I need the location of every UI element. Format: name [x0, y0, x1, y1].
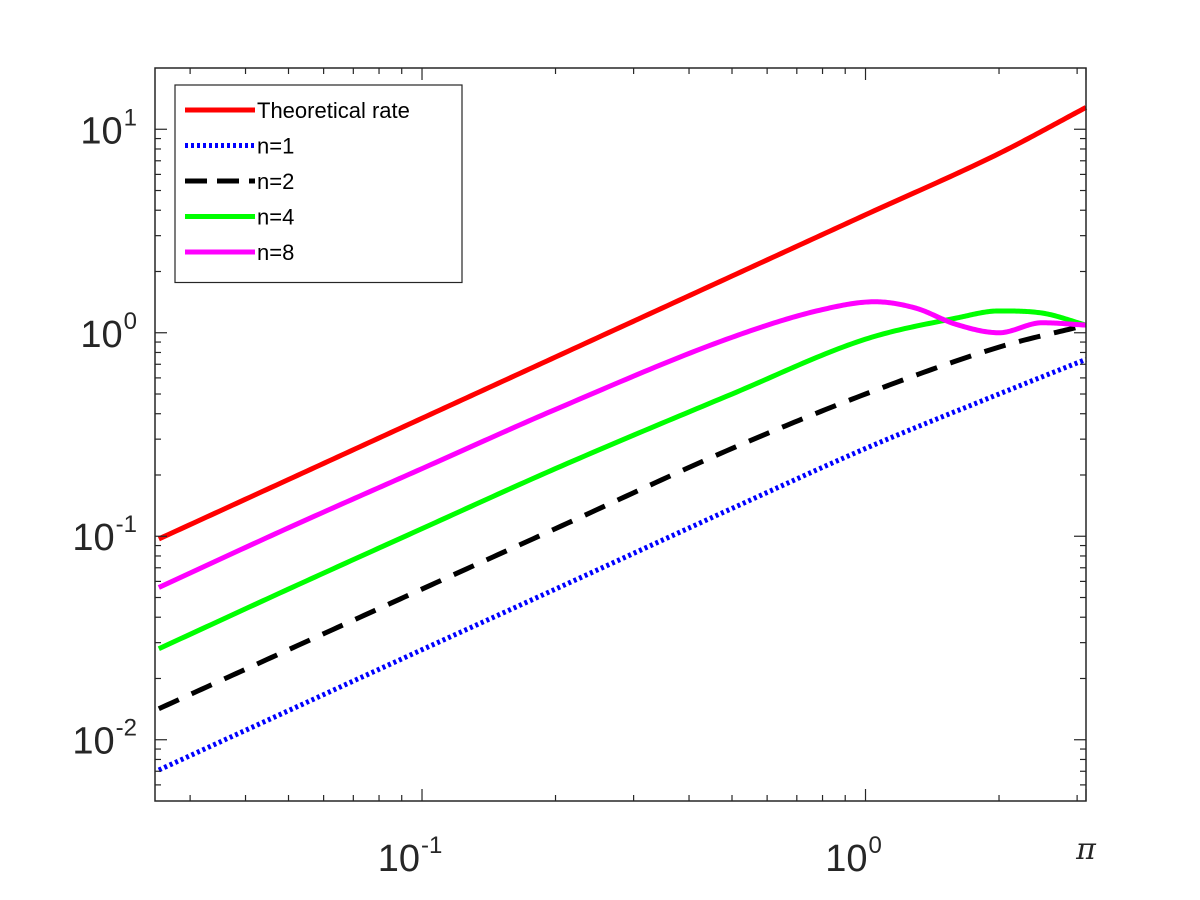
- series-line-n-8: [157, 299, 1088, 590]
- series-line-n-4: [157, 308, 1088, 652]
- legend-label-n-4: n=4: [257, 205, 294, 230]
- legend: Theoretical rate n=1 n=2 n=4 n=8: [174, 84, 463, 284]
- y-tick-label: 10-1: [72, 511, 137, 559]
- x-tick-label-pi: π: [1075, 832, 1097, 867]
- legend-label-n-8: n=8: [257, 240, 294, 265]
- legend-label-n-1: n=1: [257, 134, 294, 159]
- y-tick-label: 101: [80, 104, 137, 152]
- series-layer: [157, 105, 1088, 773]
- y-tick-label: 10-2: [72, 715, 137, 763]
- legend-label-n-2: n=2: [257, 169, 294, 194]
- axes-box: [154, 67, 1087, 802]
- y-tick-label: 100: [80, 308, 137, 356]
- legend-label-theoretical-rate: Theoretical rate: [257, 98, 410, 123]
- series-line-n-1: [157, 357, 1087, 773]
- x-tick-label: 100: [825, 832, 882, 880]
- series-line-theoretical-rate: [157, 105, 1088, 542]
- tick-layer: 10-1 100 π 10-2 10-1 100 101: [72, 68, 1097, 880]
- x-tick-label: 10-1: [378, 832, 443, 880]
